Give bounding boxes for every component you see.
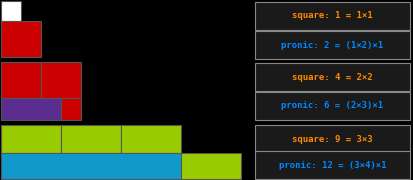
Text: pronic: 6 = (2×3)×1: pronic: 6 = (2×3)×1 bbox=[281, 102, 384, 111]
Text: pronic: 12 = (3×4)×1: pronic: 12 = (3×4)×1 bbox=[279, 161, 386, 170]
Bar bbox=[255, 31, 410, 59]
Bar bbox=[1, 153, 181, 179]
Bar bbox=[255, 151, 410, 179]
Bar bbox=[255, 92, 410, 120]
Bar bbox=[255, 125, 410, 153]
Text: square: 1 = 1×1: square: 1 = 1×1 bbox=[292, 12, 373, 21]
Bar bbox=[1, 21, 41, 57]
Bar bbox=[1, 98, 61, 120]
Bar bbox=[1, 62, 41, 98]
Bar bbox=[255, 63, 410, 91]
Bar bbox=[61, 98, 81, 120]
Bar bbox=[1, 1, 21, 21]
Bar bbox=[61, 125, 121, 153]
Bar bbox=[1, 125, 61, 153]
Text: square: 9 = 3×3: square: 9 = 3×3 bbox=[292, 134, 373, 143]
Bar bbox=[181, 153, 241, 179]
Text: pronic: 2 = (1×2)×1: pronic: 2 = (1×2)×1 bbox=[281, 40, 384, 50]
Bar bbox=[41, 62, 81, 98]
Bar bbox=[255, 2, 410, 30]
Bar bbox=[121, 125, 181, 153]
Text: square: 4 = 2×2: square: 4 = 2×2 bbox=[292, 73, 373, 82]
